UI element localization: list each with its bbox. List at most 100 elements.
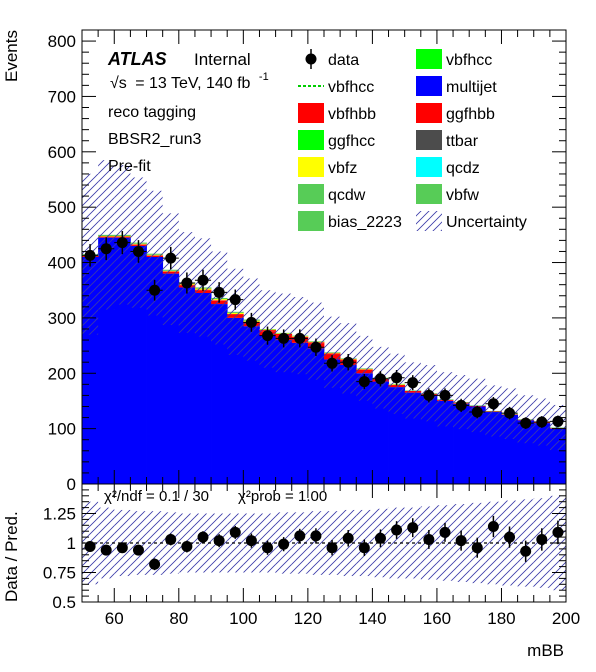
legend-marker (298, 103, 324, 123)
legend-entry-vbfw: vbfw (416, 184, 479, 204)
x-tick-label: 100 (229, 609, 257, 628)
bar-multijet (243, 326, 260, 484)
data-point (181, 277, 193, 289)
bar-multijet (275, 340, 293, 484)
legend-marker (298, 211, 324, 231)
data-point (197, 274, 209, 286)
uncertainty-bin (324, 316, 341, 388)
ratio-point (310, 530, 322, 542)
data-point (520, 417, 532, 429)
legend-label: vbfhcc (328, 79, 374, 96)
legend-label: vbfw (446, 187, 479, 204)
ratio-point (326, 542, 338, 554)
data-point (487, 398, 499, 410)
ratio-point (536, 533, 548, 545)
legend-marker (416, 130, 442, 150)
legend-marker (416, 103, 442, 123)
legend-marker (416, 157, 442, 177)
legend-marker (416, 76, 442, 96)
data-point (471, 406, 483, 418)
legend-entry-ggfhcc: ggfhcc (298, 130, 375, 150)
ratio-point (213, 535, 225, 547)
bar-multijet (194, 292, 212, 484)
ratio-point (132, 544, 144, 556)
data-point (358, 376, 370, 388)
data-point (100, 243, 112, 255)
legend-marker (416, 211, 442, 231)
legend-entry-ttbar: ttbar (416, 130, 479, 150)
bar-multijet (356, 373, 373, 484)
y-tick-label: 800 (48, 32, 76, 51)
legend-label: data (328, 52, 359, 69)
legend-entry-qcdw: qcdw (298, 184, 366, 204)
ratio-uncertainty-bin (436, 505, 454, 581)
legend-label: vbfhcc (446, 52, 492, 69)
legend-entry-ggfhbb: ggfhbb (416, 103, 495, 123)
legend-label: qcdz (446, 160, 480, 177)
data-point (294, 332, 306, 344)
ratio-y-tick-label: 0.75 (43, 564, 76, 583)
bar-multijet (324, 359, 341, 484)
data-point (504, 407, 516, 419)
ratio-point (181, 541, 193, 553)
tagging-label: reco tagging (108, 104, 196, 121)
ratio-point (471, 542, 483, 554)
ratio-point (165, 533, 177, 545)
ratio-y-axis-label: Data / Pred. (2, 511, 21, 602)
y-axis-label: Events (2, 30, 21, 82)
x-axis-label: mBB (527, 641, 564, 660)
bar-multijet (178, 287, 196, 484)
legend-entry-uncertainty: Uncertainty (416, 211, 527, 231)
uncertainty-bin (549, 404, 566, 451)
legend-marker (416, 49, 442, 69)
bar-multijet (227, 317, 244, 484)
ratio-point (149, 558, 161, 570)
data-point (407, 377, 419, 389)
bar-multijet (291, 342, 309, 484)
y-tick-label: 700 (48, 87, 76, 106)
x-tick-label: 140 (358, 609, 386, 628)
ratio-point (342, 532, 354, 544)
legend-entry-vbfhcc: vbfhcc (298, 79, 374, 96)
legend-entry-vbfz: vbfz (298, 157, 357, 177)
legend-label: ggfhcc (328, 133, 375, 150)
data-point (213, 286, 225, 298)
y-tick-label: 400 (48, 254, 76, 273)
ratio-y-tick-label: 1 (67, 534, 76, 553)
legend-marker (416, 184, 442, 204)
data-point (374, 373, 386, 385)
chi2-ndf: χ²/ndf = 0.1 / 30 (104, 488, 209, 505)
data-point (262, 330, 274, 342)
legend-label: vbfz (328, 160, 357, 177)
data-point (552, 415, 564, 427)
ratio-panel: 0.5 0.75 1 1.25 60 80 100 120 140 160 180 200 Data … (2, 483, 580, 660)
legend-label: vbfhbb (328, 106, 376, 123)
data-points (82, 231, 566, 429)
y-tick-label: 600 (48, 143, 76, 162)
data-point (149, 284, 161, 296)
bar-multijet (162, 273, 180, 484)
bar-multijet (340, 364, 357, 484)
ratio-point (358, 542, 370, 554)
ratio-point (391, 524, 403, 536)
ratio-y-tick-label: 1.25 (43, 505, 76, 524)
uncertainty-bin (227, 268, 244, 355)
internal-label: Internal (194, 50, 251, 69)
x-tick-label: 80 (169, 609, 188, 628)
ratio-y-tick-label: 0.5 (52, 593, 76, 612)
legend: data vbfhcc vbfhcc multijet vbfhbb ggfhbb ggfh… (298, 49, 527, 231)
legend-label: ggfhbb (446, 106, 495, 123)
uncertainty-bin (469, 378, 486, 433)
legend-label: qcdw (328, 187, 366, 204)
y-tick-label: 500 (48, 198, 76, 217)
uncertainty-bin (485, 385, 502, 437)
ratio-uncertainty-bin (227, 513, 244, 573)
ratio-axes: 0.5 0.75 1 1.25 60 80 100 120 140 160 180 200 (43, 484, 580, 628)
data-point (116, 237, 128, 249)
ratio-uncertainty-bin (485, 501, 502, 585)
main-panel: 0 100 200 300 400 500 600 700 800 Events (2, 29, 567, 494)
bar-multijet (211, 304, 228, 484)
ratio-point (374, 532, 386, 544)
legend-label: ttbar (446, 133, 479, 150)
